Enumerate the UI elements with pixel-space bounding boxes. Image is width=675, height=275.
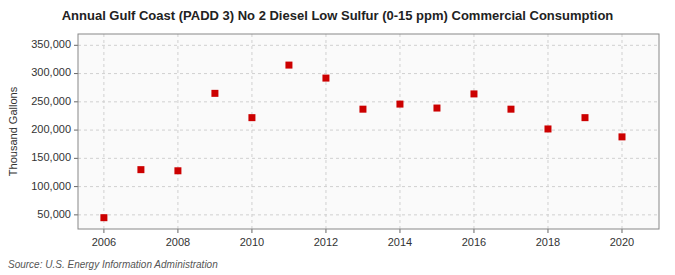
tick-y (74, 214, 78, 215)
point (396, 101, 403, 108)
grid-line-y (78, 73, 659, 74)
tick-label-y: 150,000 (31, 151, 71, 163)
chart: 50,000 100,000 150,000 200,000 250,000 300,00… (0, 0, 675, 275)
tick-x (473, 229, 474, 233)
grid-line-x (325, 34, 326, 229)
grid-line-y (78, 214, 659, 215)
tick-x (399, 229, 400, 233)
tick-x (103, 229, 104, 233)
points (100, 62, 625, 222)
grid-line-x (473, 34, 474, 229)
plot-frame (78, 34, 659, 229)
tick-x (547, 229, 548, 233)
point (470, 90, 477, 97)
axes: 50,000 100,000 150,000 200,000 250,000 300,00… (31, 34, 659, 248)
source: Source: U.S. Energy Information Administ… (8, 259, 218, 270)
point (359, 106, 366, 113)
grid-line-x (399, 34, 400, 229)
title: Annual Gulf Coast (PADD 3) No 2 Diesel L… (62, 8, 614, 23)
tick-y (74, 158, 78, 159)
grid-line-y (78, 158, 659, 159)
tick-label-y: 350,000 (31, 38, 71, 50)
point (174, 167, 181, 174)
y-axis-label: Thousand Gallons (7, 86, 19, 176)
tick-label-x: 2008 (166, 236, 190, 248)
tick-x (251, 229, 252, 233)
tick-x (177, 229, 178, 233)
tick-label-y: 250,000 (31, 95, 71, 107)
tick-y (74, 45, 78, 46)
grid-line-y (78, 101, 659, 102)
point (137, 166, 144, 173)
tick-label-x: 2006 (92, 236, 116, 248)
tick-label-x: 2012 (314, 236, 338, 248)
tick-label-x: 2020 (610, 236, 634, 248)
tick-label-x: 2014 (388, 236, 412, 248)
grid (78, 34, 659, 229)
tick-label-x: 2018 (536, 236, 560, 248)
point (618, 133, 625, 140)
point (248, 114, 255, 121)
point (581, 114, 588, 121)
tick-y (74, 130, 78, 131)
tick-y (74, 186, 78, 187)
tick-label-x: 2016 (462, 236, 486, 248)
grid-line-y (78, 45, 659, 46)
grid-line-y (78, 130, 659, 131)
tick-x (325, 229, 326, 233)
point (433, 105, 440, 112)
point (285, 62, 292, 69)
grid-line-x (251, 34, 252, 229)
grid-line-y (78, 186, 659, 187)
grid-line-x (103, 34, 104, 229)
grid-line-x (177, 34, 178, 229)
grid-line-x (621, 34, 622, 229)
tick-y (74, 73, 78, 74)
point (544, 125, 551, 132)
tick-label-y: 300,000 (31, 66, 71, 78)
tick-x (621, 229, 622, 233)
tick-label-y: 200,000 (31, 123, 71, 135)
point (211, 90, 218, 97)
point (100, 214, 107, 221)
tick-label-y: 100,000 (31, 180, 71, 192)
tick-y (74, 101, 78, 102)
tick-label-x: 2010 (240, 236, 264, 248)
point (322, 75, 329, 82)
plot-area (78, 34, 659, 229)
tick-label-y: 50,000 (37, 208, 71, 220)
point (507, 106, 514, 113)
